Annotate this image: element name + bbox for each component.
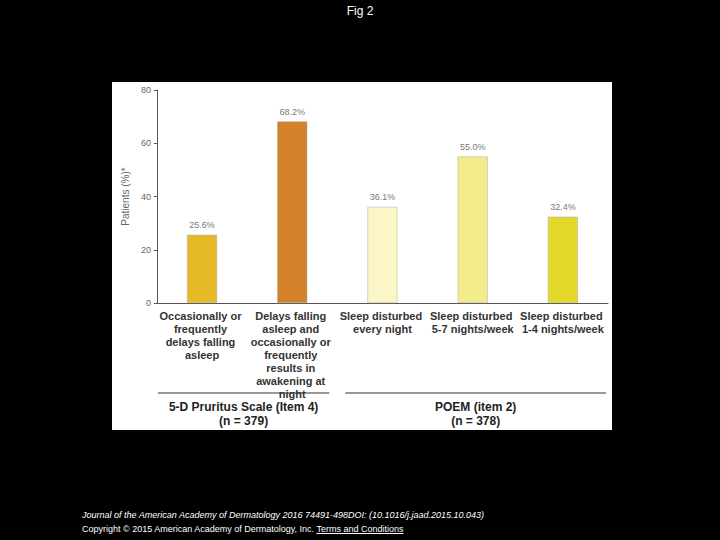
html-text:Copyright © 2015 American Acad: Copyright © 2015 American Academy of Der… xyxy=(82,524,404,534)
html-text:Journal of the American Academ: Journal of the American Academy of Derma… xyxy=(82,510,485,520)
svg-text:(n = 379): (n = 379) xyxy=(219,414,268,428)
svg-text:40: 40 xyxy=(141,192,151,202)
svg-text:delays falling: delays falling xyxy=(166,336,239,348)
svg-text:68.2%: 68.2% xyxy=(279,107,305,117)
svg-text:results in: results in xyxy=(266,362,318,374)
svg-text:awakening at: awakening at xyxy=(256,375,328,387)
svg-text:frequently: frequently xyxy=(174,323,230,335)
svg-text:20: 20 xyxy=(141,245,151,255)
svg-text:POEM (item 2): POEM (item 2) xyxy=(435,400,516,414)
svg-text:60: 60 xyxy=(141,138,151,148)
svg-text:asleep and: asleep and xyxy=(262,323,322,335)
svg-text:Sleep disturbed: Sleep disturbed xyxy=(430,310,516,322)
svg-text:every night: every night xyxy=(353,323,412,335)
svg-text:frequently: frequently xyxy=(264,349,320,361)
svg-text:Occasionally or: Occasionally or xyxy=(160,310,245,322)
svg-text:Patients (%)*: Patients (%)* xyxy=(120,167,131,225)
svg-text:25.6%: 25.6% xyxy=(189,220,215,230)
svg-text:asleep: asleep xyxy=(185,349,220,361)
svg-text:0: 0 xyxy=(146,298,151,308)
svg-text:Sleep disturbed: Sleep disturbed xyxy=(520,310,606,322)
svg-text:5-D Pruritus Scale (Item 4): 5-D Pruritus Scale (Item 4) xyxy=(169,400,318,414)
svg-text:(n = 378): (n = 378) xyxy=(451,414,500,428)
svg-text:80: 80 xyxy=(141,85,151,95)
svg-text:Sleep disturbed: Sleep disturbed xyxy=(340,310,426,322)
svg-text:36.1%: 36.1% xyxy=(370,192,396,202)
svg-text:night: night xyxy=(279,388,306,400)
svg-text:55.0%: 55.0% xyxy=(460,142,486,152)
svg-text:32.4%: 32.4% xyxy=(550,202,576,212)
svg-text:occasionally or: occasionally or xyxy=(251,336,334,348)
html-text:Fig 2: Fig 2 xyxy=(346,4,374,18)
svg-text:1-4 nights/week: 1-4 nights/week xyxy=(522,323,605,335)
svg-text:Delays falling: Delays falling xyxy=(255,310,329,322)
svg-text:5-7 nights/week: 5-7 nights/week xyxy=(432,323,515,335)
